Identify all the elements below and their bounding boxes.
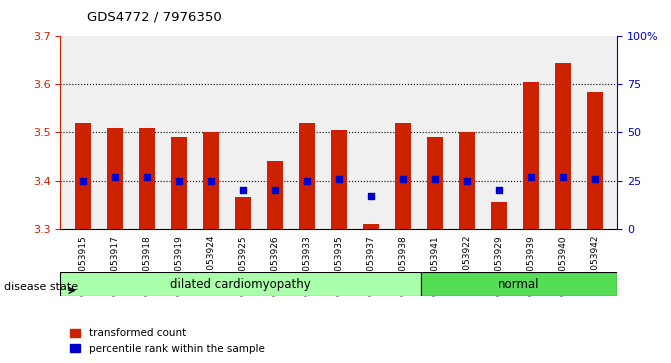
Bar	[107, 128, 123, 229]
Bar	[587, 91, 603, 229]
Bar	[74, 123, 91, 229]
FancyBboxPatch shape	[60, 272, 421, 296]
Bar	[171, 137, 187, 229]
Bar	[395, 123, 411, 229]
Point	[238, 187, 248, 193]
Point	[301, 178, 312, 184]
Bar	[299, 123, 315, 229]
Point	[429, 176, 440, 182]
Bar	[491, 202, 507, 229]
FancyBboxPatch shape	[421, 272, 617, 296]
Point	[77, 178, 88, 184]
Point	[494, 187, 505, 193]
Text: disease state: disease state	[4, 282, 78, 292]
Legend: transformed count, percentile rank within the sample: transformed count, percentile rank withi…	[66, 324, 268, 358]
Point	[397, 176, 408, 182]
Bar	[203, 132, 219, 229]
Point	[173, 178, 184, 184]
Bar	[427, 137, 443, 229]
Bar	[267, 162, 283, 229]
Bar	[523, 82, 539, 229]
Point	[205, 178, 216, 184]
Bar	[235, 197, 251, 229]
Point	[462, 178, 472, 184]
Point	[590, 176, 601, 182]
Point	[558, 174, 568, 180]
Bar	[331, 130, 347, 229]
Bar	[459, 132, 475, 229]
Text: GDS4772 / 7976350: GDS4772 / 7976350	[87, 11, 222, 24]
Bar	[139, 128, 155, 229]
Point	[142, 174, 152, 180]
Bar	[555, 63, 571, 229]
Point	[525, 174, 536, 180]
Text: normal: normal	[499, 278, 539, 290]
Point	[270, 187, 280, 193]
Point	[366, 193, 376, 199]
Point	[109, 174, 120, 180]
Text: dilated cardiomyopathy: dilated cardiomyopathy	[170, 278, 311, 290]
Point	[333, 176, 344, 182]
Bar	[363, 224, 379, 229]
